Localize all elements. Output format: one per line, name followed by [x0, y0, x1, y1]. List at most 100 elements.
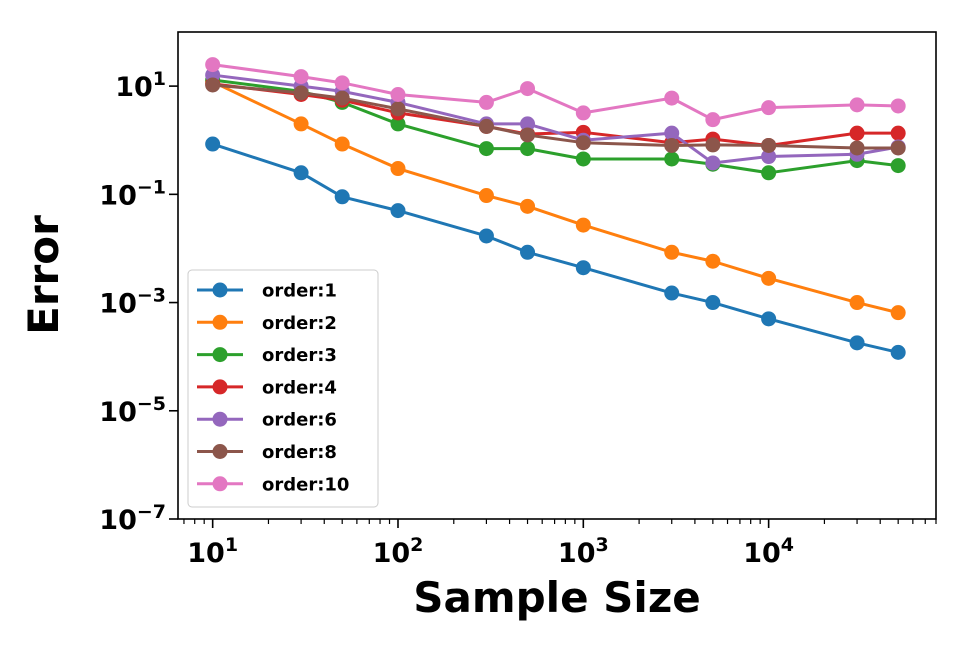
legend-box	[187, 269, 379, 508]
data-point	[890, 140, 906, 156]
legend-swatch-marker	[212, 411, 228, 427]
data-point	[478, 118, 494, 134]
minor-ticks	[183, 519, 937, 524]
data-point	[890, 344, 906, 360]
series-line	[212, 80, 899, 315]
data-point	[849, 295, 865, 311]
data-point	[205, 77, 221, 93]
series-layer	[205, 57, 906, 360]
data-point	[575, 217, 591, 233]
data-point	[890, 158, 906, 174]
data-point	[205, 57, 221, 73]
data-point	[575, 135, 591, 151]
legend-label: order:6	[262, 410, 337, 431]
legend-item: order:2	[197, 313, 337, 334]
data-point	[664, 285, 680, 301]
data-point	[849, 140, 865, 156]
data-point	[705, 295, 721, 311]
data-point	[478, 94, 494, 110]
legend-item: order:10	[197, 474, 349, 495]
legend-item: order:4	[197, 377, 337, 398]
data-point	[761, 149, 777, 165]
data-point	[664, 90, 680, 106]
data-point	[761, 165, 777, 181]
series-order-10	[205, 57, 906, 128]
legend-label: order:1	[262, 281, 337, 302]
y-tick-exponent: −7	[137, 501, 166, 523]
legend-item: order:8	[197, 442, 337, 463]
legend-label: order:2	[262, 313, 337, 334]
series-line	[212, 142, 899, 354]
x-tick-label: 104	[743, 534, 794, 569]
data-point	[575, 105, 591, 121]
y-tick-label: 101	[115, 68, 166, 103]
y-tick-exponent: 1	[153, 68, 166, 90]
data-point	[390, 86, 406, 102]
legend-items: order:1 order:2 order:3 order:4 order:6 order…	[197, 281, 349, 495]
y-tick-exponent: −5	[137, 393, 166, 415]
legend-swatch-marker	[212, 379, 228, 395]
legend-label: order:8	[262, 442, 337, 463]
x-tick-base: 10	[743, 538, 781, 569]
y-tick-base: 10	[115, 72, 153, 103]
data-point	[520, 116, 536, 132]
data-point	[205, 136, 221, 152]
data-point	[293, 116, 309, 132]
data-point	[705, 137, 721, 153]
data-point	[761, 100, 777, 116]
legend-swatch-marker	[212, 476, 228, 492]
data-point	[520, 81, 536, 97]
data-point	[890, 305, 906, 321]
x-tick-exponent: 2	[410, 534, 423, 556]
data-point	[575, 260, 591, 276]
data-point	[293, 165, 309, 181]
data-point	[478, 188, 494, 204]
y-tick-base: 10	[99, 180, 137, 211]
data-point	[520, 244, 536, 260]
series-order-1	[205, 136, 906, 360]
legend-item: order:1	[197, 281, 337, 302]
data-point	[664, 244, 680, 260]
data-point	[334, 75, 350, 91]
x-tick-base: 10	[373, 538, 411, 569]
x-tick-exponent: 1	[225, 534, 238, 556]
x-axis-title: Sample Size	[413, 573, 701, 622]
y-tick-label: 10−3	[99, 285, 166, 320]
x-tick-labels: 101 102 103 104	[187, 534, 794, 569]
x-tick-label: 103	[558, 534, 609, 569]
data-point	[520, 127, 536, 143]
data-point	[761, 270, 777, 286]
x-tick-base: 10	[187, 538, 225, 569]
series-order-8	[205, 77, 906, 156]
data-point	[705, 112, 721, 128]
data-point	[664, 151, 680, 167]
legend: order:1 order:2 order:3 order:4 order:6 order…	[187, 269, 379, 508]
data-point	[664, 125, 680, 141]
data-point	[890, 98, 906, 114]
data-point	[293, 69, 309, 85]
y-tick-base: 10	[99, 289, 137, 320]
data-point	[849, 125, 865, 141]
data-point	[705, 155, 721, 171]
data-point	[520, 198, 536, 214]
y-tick-exponent: −3	[137, 285, 166, 307]
data-point	[761, 311, 777, 327]
legend-item: order:3	[197, 345, 337, 366]
data-point	[390, 161, 406, 177]
data-point	[520, 141, 536, 157]
data-point	[664, 137, 680, 153]
y-tick-label: 10−7	[99, 501, 166, 536]
x-tick-exponent: 3	[595, 534, 608, 556]
legend-label: order:3	[262, 345, 337, 366]
x-tick-label: 102	[373, 534, 424, 569]
x-tick-exponent: 4	[781, 534, 794, 556]
data-point	[761, 137, 777, 153]
y-tick-label: 10−1	[99, 176, 166, 211]
data-point	[478, 141, 494, 157]
x-tick-base: 10	[558, 538, 596, 569]
y-tick-label: 10−5	[99, 393, 166, 428]
legend-swatch-marker	[212, 314, 228, 330]
legend-label: order:4	[262, 377, 337, 398]
